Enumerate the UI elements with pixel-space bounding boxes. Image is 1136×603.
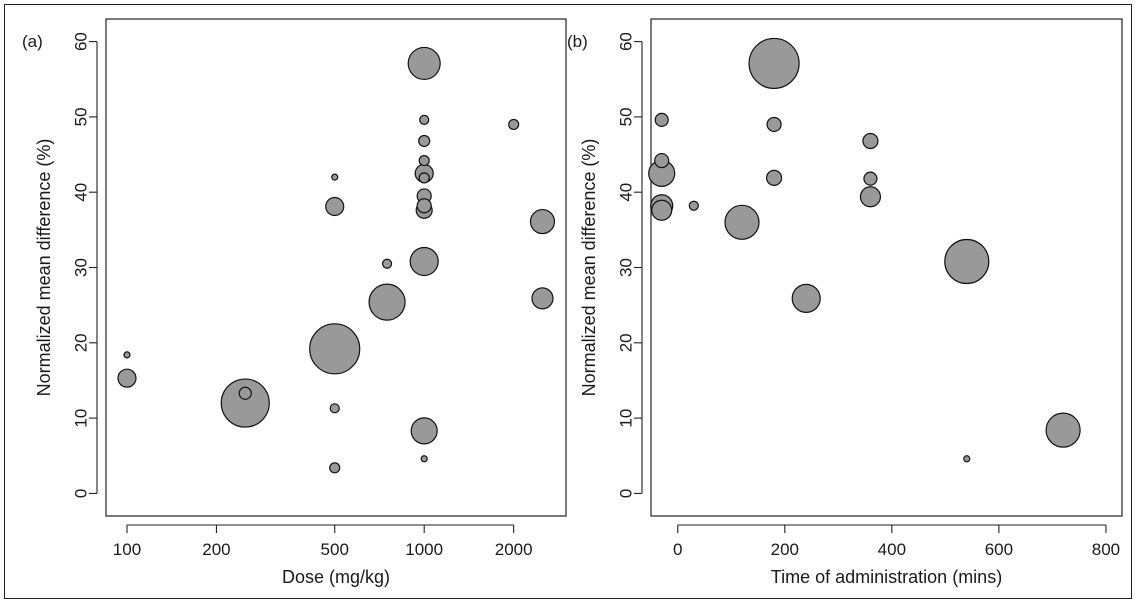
panel-a-x-tick-label: 1000 bbox=[405, 540, 443, 559]
panel-b-point bbox=[859, 186, 882, 208]
panel-b-y-tick-label: 10 bbox=[617, 409, 636, 428]
panel-a-plot-box bbox=[105, 18, 567, 517]
panel-a-point bbox=[309, 323, 361, 375]
panel-b-point bbox=[766, 116, 782, 133]
panel-a-y-axis-title: Normalized mean difference (%) bbox=[34, 139, 54, 397]
panel-b-point bbox=[748, 37, 800, 90]
panel-b-point bbox=[944, 238, 990, 285]
panel-b-point bbox=[654, 152, 670, 169]
panel-b-label: (b) bbox=[567, 32, 588, 51]
panel-a-x-tick-label: 500 bbox=[321, 540, 349, 559]
panel-a-point bbox=[508, 118, 520, 131]
panel-a-point bbox=[418, 134, 431, 148]
panel-a-point bbox=[331, 173, 339, 181]
panel-a-point bbox=[529, 208, 556, 235]
panel-a-point bbox=[117, 368, 137, 388]
panel-a-point bbox=[123, 351, 131, 359]
panel-b-point bbox=[963, 455, 971, 463]
panel-a-y-tick-label: 60 bbox=[72, 32, 91, 51]
panel-a-y-tick-label: 40 bbox=[72, 183, 91, 202]
panel-b-point bbox=[651, 199, 673, 221]
panel-a-point bbox=[420, 455, 428, 463]
panel-a-x-axis-title: Dose (mg/kg) bbox=[282, 567, 390, 587]
panel-b-point bbox=[724, 204, 760, 240]
panel-b-x-tick-label: 200 bbox=[771, 540, 799, 559]
panel-a-y-tick-label: 0 bbox=[72, 489, 91, 498]
panel-b-y-tick-label: 60 bbox=[617, 32, 636, 51]
panel-a-point bbox=[418, 154, 430, 167]
panel-a-point bbox=[329, 403, 340, 414]
panel-b-x-tick-label: 600 bbox=[985, 540, 1013, 559]
panel-b-y-tick-label: 30 bbox=[617, 258, 636, 277]
panel-a-point bbox=[531, 287, 554, 310]
panel-b-point bbox=[1045, 412, 1081, 448]
panel-a-y-tick-label: 10 bbox=[72, 409, 91, 428]
panel-b-y-tick-label: 20 bbox=[617, 333, 636, 352]
panel-a-x-tick-label: 100 bbox=[113, 540, 141, 559]
panel-b-point bbox=[791, 283, 821, 313]
panel-a-label: (a) bbox=[22, 32, 43, 51]
panel-a-point bbox=[409, 246, 439, 277]
panel-a-point bbox=[419, 114, 430, 126]
panel-a-point bbox=[220, 378, 270, 428]
panel-b-x-axis-title: Time of administration (mins) bbox=[771, 567, 1002, 587]
panel-a-point bbox=[325, 196, 345, 217]
panel-a-point bbox=[238, 386, 252, 400]
panel-b-point bbox=[766, 169, 783, 186]
panel-b-y-tick-label: 40 bbox=[617, 183, 636, 202]
panel-b-point bbox=[688, 200, 699, 211]
panel-b-x-tick-label: 800 bbox=[1092, 540, 1120, 559]
panel-a-point bbox=[416, 198, 432, 214]
panel-a-point bbox=[410, 417, 438, 445]
panel-b-plot-box bbox=[650, 18, 1123, 517]
panel-a-point bbox=[368, 283, 406, 321]
figure-frame bbox=[4, 4, 1132, 599]
panel-a-point bbox=[407, 46, 441, 81]
panel-b-x-tick-label: 400 bbox=[878, 540, 906, 559]
panel-a-y-tick-label: 50 bbox=[72, 107, 91, 126]
panel-b-point bbox=[654, 112, 669, 128]
panel-a-point bbox=[329, 462, 341, 474]
panel-b-point bbox=[862, 132, 879, 150]
panel-b-y-tick-label: 50 bbox=[617, 107, 636, 126]
panel-b-x-tick-label: 0 bbox=[673, 540, 682, 559]
panel-a-y-tick-label: 20 bbox=[72, 333, 91, 352]
panel-a-x-tick-label: 2000 bbox=[495, 540, 533, 559]
panel-a-y-tick-label: 30 bbox=[72, 258, 91, 277]
panel-a-point bbox=[381, 258, 393, 269]
panel-a-x-tick-label: 200 bbox=[202, 540, 230, 559]
panel-b-point bbox=[863, 171, 878, 186]
panel-a-point bbox=[418, 172, 430, 184]
panel-b-y-tick-label: 0 bbox=[617, 489, 636, 498]
panel-b-y-axis-title: Normalized mean difference (%) bbox=[579, 139, 599, 397]
